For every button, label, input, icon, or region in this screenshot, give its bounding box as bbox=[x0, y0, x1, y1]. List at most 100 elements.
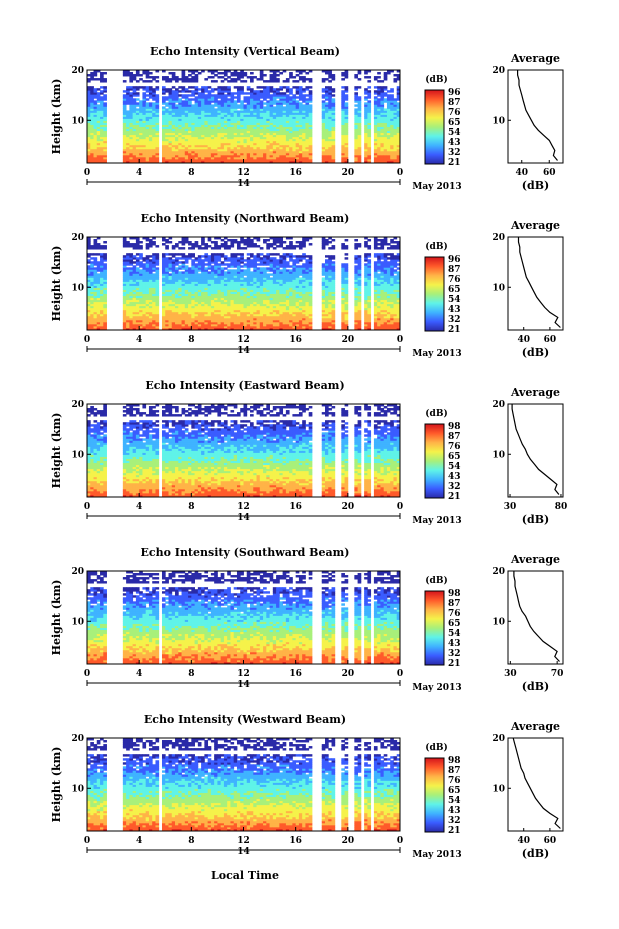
heatmap-cell bbox=[96, 327, 101, 331]
heatmap-cell bbox=[272, 160, 277, 164]
heatmap-cell bbox=[253, 76, 257, 79]
heatmap-cell bbox=[357, 150, 362, 154]
heatmap-cell bbox=[210, 100, 215, 103]
heatmap-cell bbox=[204, 150, 209, 154]
heatmap-cell bbox=[390, 120, 394, 123]
heatmap-cell bbox=[207, 128, 212, 132]
heatmap-cell bbox=[236, 78, 241, 81]
heatmap-cell bbox=[390, 156, 394, 160]
heatmap-cell bbox=[197, 142, 202, 146]
heatmap-cell bbox=[341, 160, 345, 164]
heatmap-cell bbox=[87, 277, 91, 280]
heatmap-cell bbox=[321, 134, 326, 138]
heatmap-cell bbox=[191, 152, 195, 156]
heatmap-cell bbox=[96, 156, 101, 160]
heatmap-cell bbox=[279, 86, 284, 89]
heatmap-cell bbox=[243, 154, 248, 158]
heatmap-cell bbox=[380, 126, 385, 130]
heatmap-cell bbox=[122, 144, 127, 148]
heatmap-cell bbox=[396, 130, 401, 134]
heatmap-cell bbox=[230, 96, 235, 99]
heatmap-cell bbox=[282, 122, 287, 125]
heatmap-cell bbox=[383, 146, 388, 150]
heatmap-cell bbox=[279, 72, 284, 75]
heatmap-cell bbox=[223, 160, 228, 164]
heatmap-cell bbox=[328, 138, 332, 142]
heatmap-cell bbox=[279, 128, 284, 132]
heatmap-cell bbox=[87, 134, 91, 138]
heatmap-cell bbox=[285, 140, 290, 144]
heatmap-cell bbox=[305, 152, 310, 156]
heatmap-cell bbox=[344, 142, 349, 146]
heatmap-cell bbox=[207, 114, 212, 117]
heatmap-cell bbox=[194, 140, 199, 144]
heatmap-cell bbox=[266, 116, 270, 119]
heatmap-cell bbox=[373, 108, 378, 111]
heatmap-cell bbox=[295, 122, 300, 125]
heatmap-cell bbox=[253, 118, 257, 121]
heatmap-cell bbox=[259, 148, 264, 152]
heatmap-cell bbox=[155, 124, 160, 128]
heatmap-cell bbox=[380, 80, 385, 83]
heatmap-cell bbox=[217, 100, 222, 103]
heatmap-cell bbox=[396, 160, 401, 164]
heatmap-cell bbox=[181, 70, 186, 73]
heatmap-cell bbox=[386, 132, 391, 136]
heatmap-cell bbox=[129, 114, 134, 117]
heatmap-cell bbox=[243, 124, 248, 128]
heatmap-cell bbox=[152, 138, 156, 142]
heatmap-cell bbox=[354, 130, 359, 134]
heatmap-cell bbox=[250, 144, 254, 148]
heatmap-cell bbox=[305, 112, 310, 115]
heatmap-cell bbox=[155, 132, 160, 136]
heatmap-cell bbox=[302, 108, 306, 111]
heatmap-cell bbox=[145, 150, 150, 154]
heatmap-cell bbox=[194, 116, 199, 119]
heatmap-cell bbox=[240, 128, 244, 132]
heatmap-cell bbox=[155, 86, 160, 89]
heatmap-cell bbox=[181, 96, 186, 99]
heatmap-cell bbox=[383, 116, 388, 119]
heatmap-cell bbox=[184, 98, 189, 101]
heatmap-cell bbox=[93, 239, 98, 242]
heatmap-cell bbox=[217, 110, 222, 113]
heatmap-cell bbox=[126, 136, 130, 140]
heatmap-cell bbox=[321, 126, 326, 130]
heatmap-cell bbox=[240, 118, 244, 121]
heatmap-cell bbox=[269, 108, 274, 111]
heatmap-cell bbox=[383, 160, 388, 164]
heatmap-cell bbox=[276, 106, 280, 109]
heatmap-cell bbox=[305, 140, 310, 144]
heatmap-cell bbox=[233, 126, 238, 130]
heatmap-cell bbox=[184, 118, 189, 121]
heatmap-cell bbox=[282, 94, 287, 97]
heatmap-cell bbox=[243, 128, 248, 132]
heatmap-cell bbox=[266, 86, 270, 89]
heatmap-cell bbox=[302, 132, 306, 136]
heatmap-cell bbox=[325, 86, 329, 89]
heatmap-cell bbox=[386, 110, 391, 113]
heatmap-cell bbox=[230, 80, 235, 83]
heatmap-cell bbox=[152, 136, 156, 140]
heatmap-cell bbox=[298, 128, 303, 132]
heatmap-cell bbox=[145, 80, 150, 83]
heatmap-cell bbox=[256, 118, 261, 121]
heatmap-cell bbox=[269, 146, 274, 150]
heatmap-cell bbox=[171, 86, 176, 89]
heatmap-cell bbox=[161, 126, 166, 130]
heatmap-cell bbox=[285, 128, 290, 132]
heatmap-cell bbox=[135, 136, 140, 140]
heatmap-cell bbox=[129, 94, 134, 97]
heatmap-cell bbox=[184, 120, 189, 123]
heatmap-cell bbox=[100, 307, 104, 311]
heatmap-cell bbox=[396, 88, 401, 91]
heatmap-cell bbox=[100, 289, 104, 292]
heatmap-cell bbox=[243, 158, 248, 162]
heatmap-cell bbox=[139, 86, 143, 89]
heatmap-cell bbox=[96, 317, 101, 321]
heatmap-cell bbox=[90, 279, 94, 282]
heatmap-cell bbox=[279, 112, 284, 115]
heatmap-cell bbox=[233, 144, 238, 148]
heatmap-cell bbox=[93, 287, 98, 290]
heatmap-cell bbox=[155, 138, 160, 142]
